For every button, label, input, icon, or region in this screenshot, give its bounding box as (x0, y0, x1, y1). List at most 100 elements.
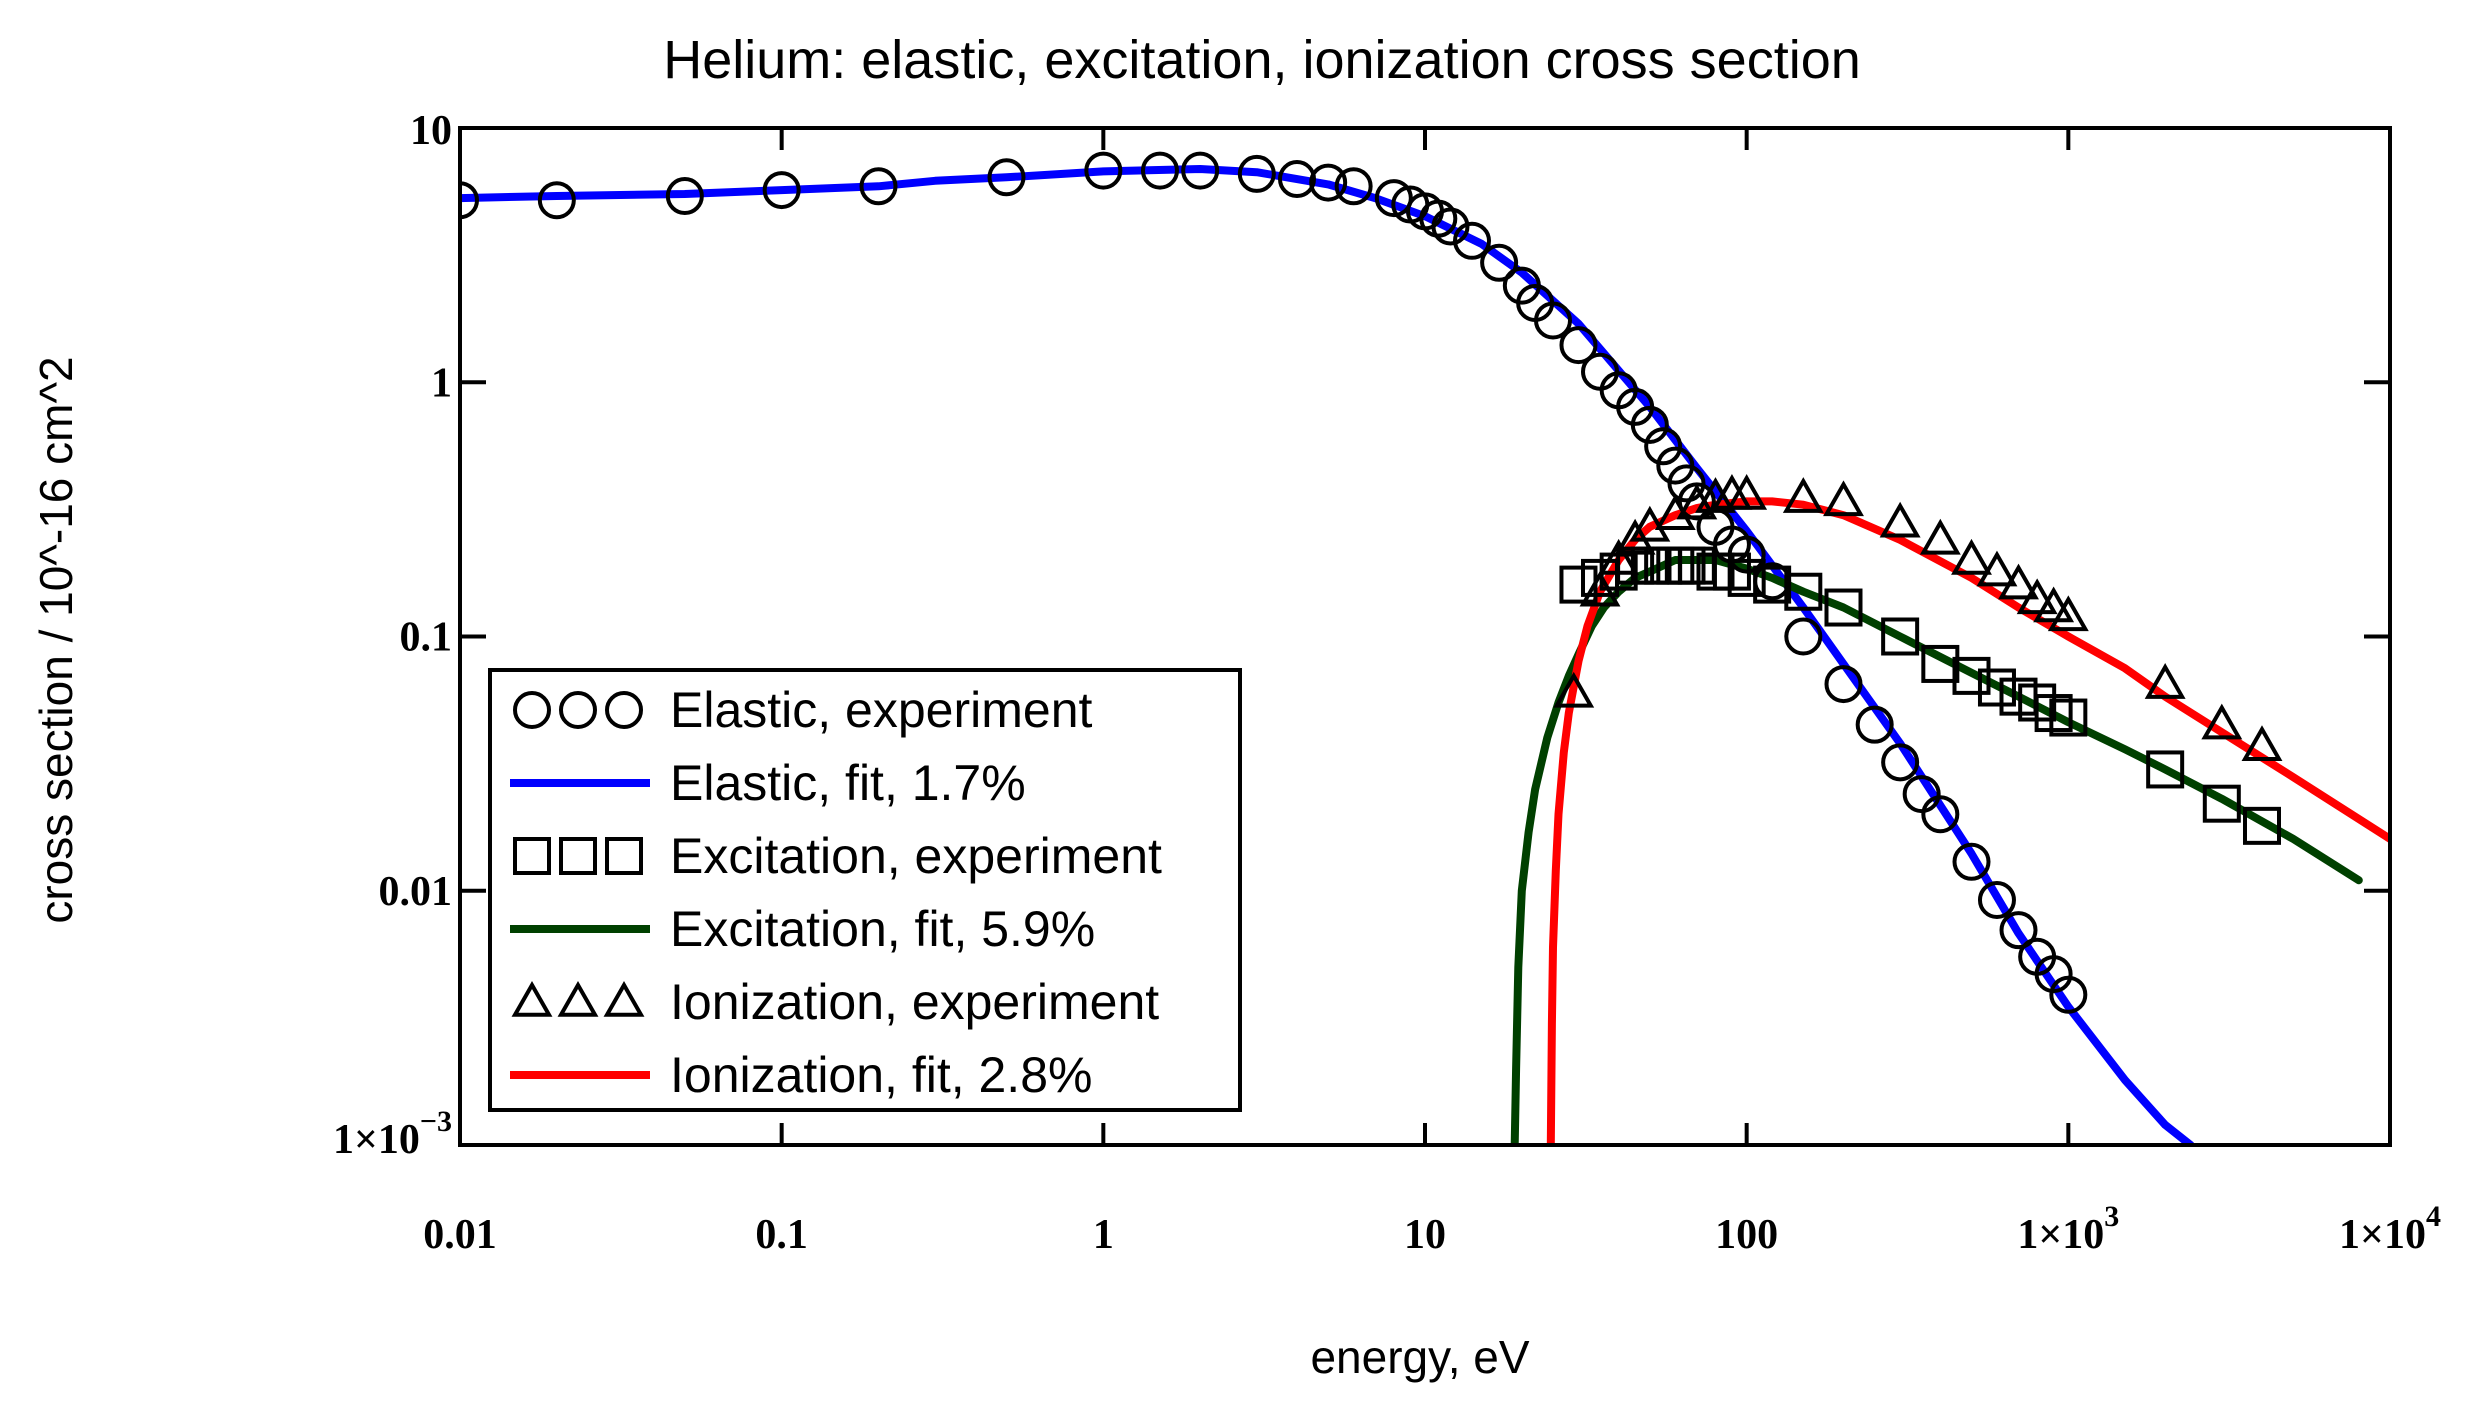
data-point-triangle (2201, 703, 2243, 740)
data-point-circle (1921, 795, 1960, 834)
data-point-square (1921, 644, 1960, 683)
data-point-circle (1999, 911, 2038, 950)
legend-item: Ionization, fit, 2.8% (510, 1047, 1092, 1103)
data-point-circle (2049, 975, 2088, 1014)
legend-marker-circle (513, 691, 551, 729)
plot-frame (458, 126, 2392, 1147)
legend: Elastic, experiment Elastic, fit, 1.7% Exc… (488, 668, 1242, 1112)
data-point-circle (1952, 842, 1991, 881)
legend-marker-circle (559, 691, 597, 729)
series-layer (460, 151, 2390, 1145)
x-tick-label: 1 (1093, 1212, 1114, 1258)
data-point-square (1881, 617, 1920, 656)
data-point-circle (1480, 243, 1519, 282)
x-tick-label: 1×103 (2017, 1200, 2119, 1258)
data-point-triangle (1553, 671, 1595, 708)
data-point-square (2034, 694, 2073, 733)
series-line (1546, 497, 2390, 1145)
series-line (1510, 556, 2363, 1145)
data-point-circle (1334, 167, 1373, 206)
y-tick-label: 1 (431, 360, 452, 406)
data-point-circle (1237, 154, 1276, 193)
y-tick-label: 0.1 (400, 615, 453, 661)
data-point-triangle (1976, 550, 2018, 587)
legend-marker-square (513, 837, 551, 875)
data-point-square (2242, 806, 2281, 845)
data-point-circle (1855, 705, 1894, 744)
data-point-circle (1374, 179, 1413, 218)
legend-label: Excitation, experiment (670, 828, 1162, 884)
plot-area: 0.01 0.1 1 10 100 1×103 1×104 10 1 0.1 0.01 1×10−3 E… (333, 108, 2441, 1258)
legend-marker-circle (605, 691, 643, 729)
legend-box (488, 668, 1242, 1112)
data-point-circle (1784, 617, 1823, 656)
legend-marker-square (605, 837, 643, 875)
data-point-circle (1277, 160, 1316, 199)
data-point-square (1753, 565, 1792, 604)
x-axis-label: energy, eV (1310, 1331, 1529, 1383)
data-point-square (1977, 668, 2016, 707)
legend-item: Ionization, experiment (511, 974, 1159, 1030)
legend-item: Excitation, fit, 5.9% (510, 901, 1095, 957)
y-tick-label: 0.01 (379, 869, 453, 915)
data-point-triangle (1726, 474, 1768, 510)
data-point-square (2202, 784, 2241, 823)
data-point-circle (1453, 221, 1492, 260)
legend-marker-square (559, 837, 597, 875)
data-point-triangle (2047, 595, 2089, 632)
legend-label: Excitation, fit, 5.9% (670, 901, 1095, 957)
y-axis-label: cross section / 10^-16 cm^2 (30, 356, 82, 923)
data-point-circle (762, 171, 801, 210)
data-point-circle (1581, 352, 1620, 391)
data-point-triangle (2016, 578, 2058, 615)
data-point-square (1952, 656, 1991, 695)
data-point-circle (460, 181, 479, 220)
data-point-circle (1881, 743, 1920, 782)
series-line (460, 165, 2195, 1145)
data-point-square (2146, 750, 2185, 789)
legend-label: Ionization, fit, 2.8% (670, 1047, 1092, 1103)
x-tick-label: 10 (1404, 1212, 1446, 1258)
data-point-triangle (1579, 570, 1621, 607)
data-point-triangle (2033, 586, 2075, 623)
data-point-triangle (1695, 477, 1736, 513)
data-point-circle (1534, 301, 1573, 340)
legend-label: Elastic, experiment (670, 682, 1092, 738)
data-point-triangle (1998, 563, 2039, 600)
data-point-square (1784, 572, 1823, 611)
data-point-square (1712, 552, 1751, 591)
legend-label: Elastic, fit, 1.7% (670, 755, 1026, 811)
data-point-circle (537, 181, 576, 220)
data-point-triangle (1951, 538, 1992, 575)
legend-marker-triangle (557, 980, 599, 1017)
data-point-triangle (1879, 501, 1921, 538)
data-point-circle (1559, 326, 1598, 365)
y-tick-label: 1×10−3 (333, 1105, 452, 1163)
x-tick-label: 1×104 (2339, 1200, 2441, 1258)
data-point-circle (1824, 665, 1863, 704)
data-point-triangle (2144, 663, 2186, 699)
legend-marker-triangle (511, 980, 553, 1017)
x-tick-label: 100 (1715, 1212, 1778, 1258)
x-tick-label: 0.1 (755, 1212, 808, 1258)
data-point-circle (1644, 427, 1683, 466)
y-tick-label: 10 (410, 108, 452, 154)
legend-item: Elastic, fit, 1.7% (510, 755, 1026, 811)
chart-title: Helium: elastic, excitation, ionization … (663, 30, 1861, 90)
data-point-circle (1667, 464, 1706, 503)
data-point-circle (987, 158, 1026, 197)
legend-marker-triangle (603, 980, 645, 1017)
legend-label: Ionization, experiment (670, 974, 1159, 1030)
data-point-triangle (1919, 518, 1961, 555)
data-point-circle (1630, 405, 1669, 444)
data-point-circle (1977, 880, 2016, 919)
data-point-circle (665, 177, 704, 216)
x-tick-label: 0.01 (423, 1212, 497, 1258)
data-point-circle (1140, 151, 1179, 190)
data-point-circle (1084, 151, 1123, 190)
legend-item: Excitation, experiment (513, 828, 1162, 884)
data-point-triangle (1782, 477, 1824, 513)
data-point-circle (859, 167, 898, 206)
data-point-triangle (1598, 538, 1640, 575)
